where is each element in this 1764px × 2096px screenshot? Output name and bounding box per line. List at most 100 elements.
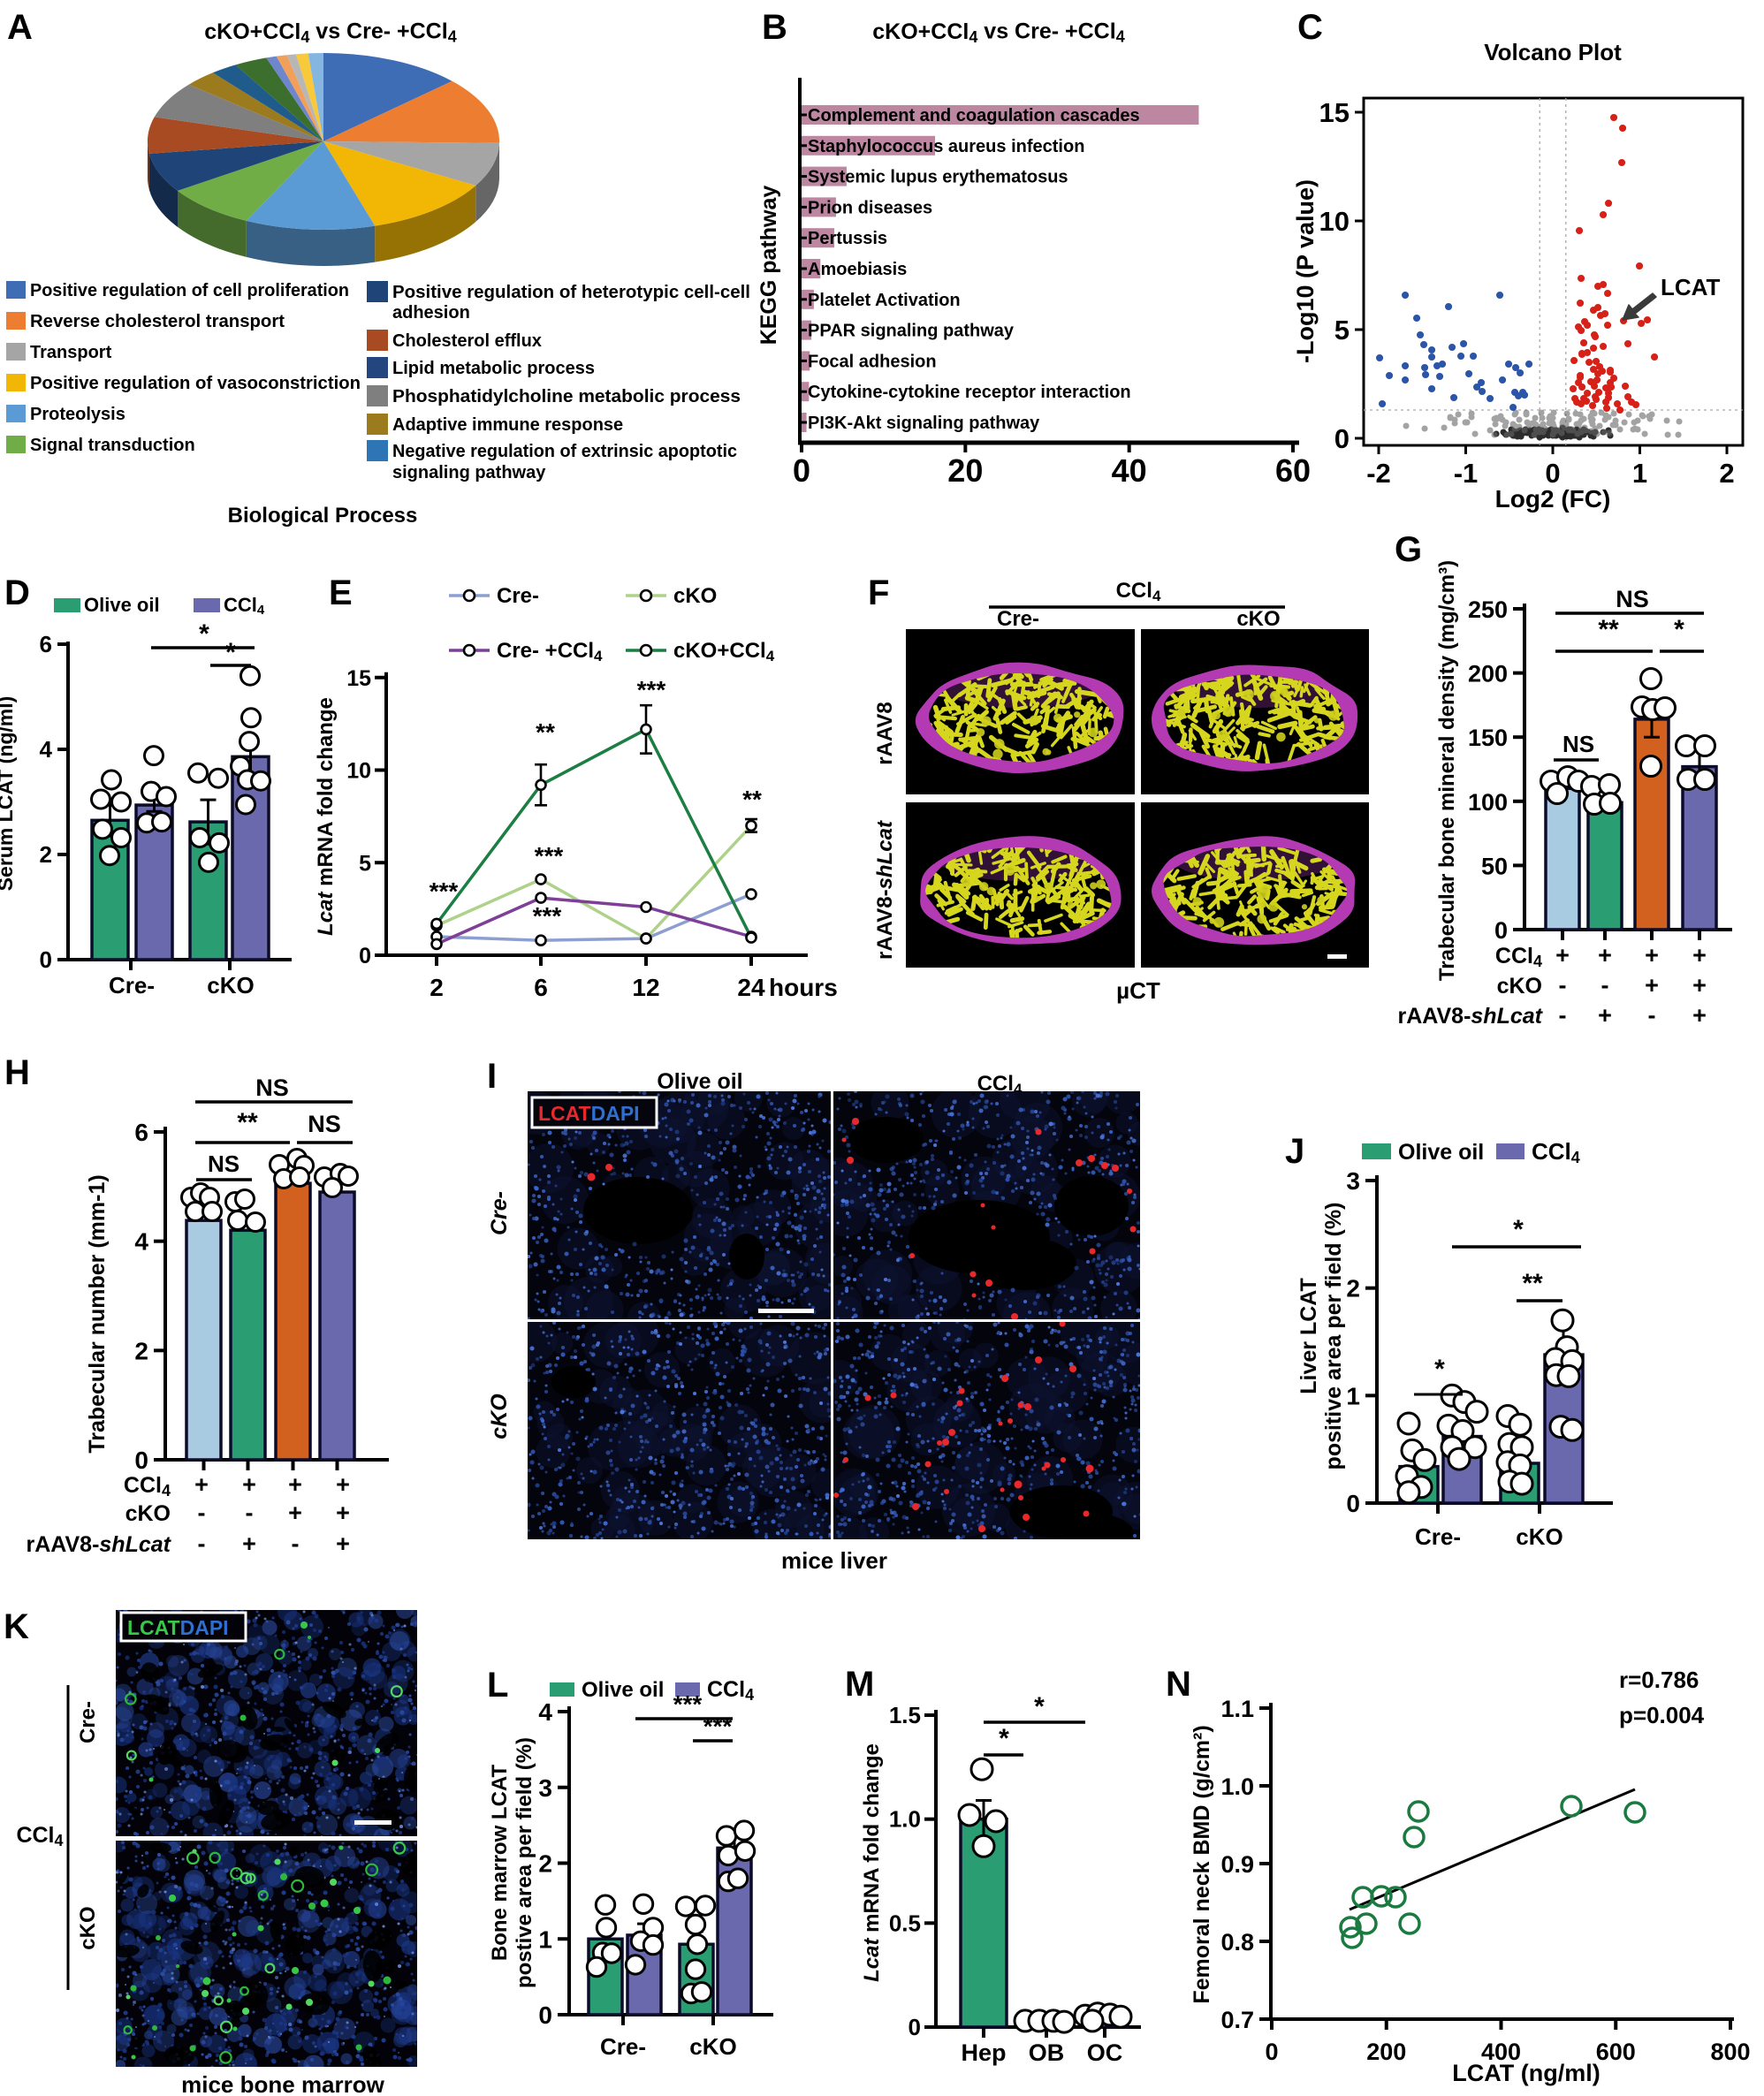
svg-text:Bone marrow LCAT: Bone marrow LCAT <box>488 1765 512 1962</box>
svg-text:2: 2 <box>430 974 444 1001</box>
svg-text:0.5: 0.5 <box>889 1910 921 1936</box>
svg-text:Olive oil: Olive oil <box>582 1678 664 1702</box>
svg-text:-: - <box>198 1530 206 1557</box>
svg-text:250: 250 <box>1468 596 1508 623</box>
svg-text:Biological Process: Biological Process <box>228 504 418 528</box>
svg-text:OC: OC <box>1087 2039 1123 2066</box>
svg-text:0: 0 <box>359 944 371 968</box>
svg-text:-: - <box>246 1500 254 1526</box>
svg-text:Amoebiasis: Amoebiasis <box>808 260 907 279</box>
svg-text:PPAR signaling pathway: PPAR signaling pathway <box>808 322 1015 341</box>
svg-text:+: + <box>1598 942 1612 968</box>
svg-text:Lipid metabolic process: Lipid metabolic process <box>392 359 595 378</box>
svg-text:F: F <box>868 573 889 612</box>
svg-text:rAAV8-shLcat: rAAV8-shLcat <box>1398 1004 1544 1029</box>
svg-text:*: * <box>1513 1215 1524 1244</box>
svg-text:***: *** <box>533 902 562 930</box>
svg-text:B: B <box>762 8 787 47</box>
svg-text:3: 3 <box>538 1774 552 1802</box>
svg-text:Signal transduction: Signal transduction <box>30 436 195 455</box>
svg-text:15: 15 <box>346 666 371 691</box>
svg-text:20: 20 <box>947 452 983 489</box>
svg-text:p=0.004: p=0.004 <box>1619 1702 1705 1728</box>
svg-text:-Log10 (P value): -Log10 (P value) <box>1292 179 1319 363</box>
svg-text:A: A <box>7 8 33 47</box>
svg-text:2: 2 <box>538 1850 552 1878</box>
svg-text:5: 5 <box>1334 315 1350 346</box>
svg-text:Platelet Activation: Platelet Activation <box>808 291 961 310</box>
svg-text:J: J <box>1285 1132 1304 1171</box>
svg-text:*: * <box>1034 1692 1045 1721</box>
svg-text:Cre-: Cre- <box>600 2033 646 2060</box>
svg-text:Positive regulation of vasocon: Positive regulation of vasoconstriction <box>30 374 361 393</box>
svg-text:***: *** <box>703 1712 733 1740</box>
svg-text:cKO: cKO <box>673 584 717 608</box>
svg-text:**: ** <box>1598 615 1619 644</box>
svg-text:Trabecular bone mineral densit: Trabecular bone mineral density (mg/cm³) <box>1435 560 1459 981</box>
svg-text:12: 12 <box>632 974 659 1001</box>
svg-text:rAAV8: rAAV8 <box>873 702 897 765</box>
svg-text:Cre-: Cre- <box>487 1191 512 1235</box>
svg-text:Systemic lupus erythematosus: Systemic lupus erythematosus <box>808 168 1068 187</box>
svg-text:***: *** <box>673 1690 703 1718</box>
svg-text:Phosphatidylcholine metabolic: Phosphatidylcholine metabolic process <box>392 387 741 406</box>
svg-text:1.0: 1.0 <box>889 1806 921 1833</box>
svg-text:-2: -2 <box>1366 458 1391 489</box>
svg-text:**: ** <box>742 786 762 813</box>
svg-text:***: *** <box>535 842 564 870</box>
svg-text:100: 100 <box>1468 789 1508 816</box>
svg-text:Cytokine-cytokine receptor int: Cytokine-cytokine receptor interaction <box>808 383 1131 402</box>
svg-text:Positive regulation of heterot: Positive regulation of heterotypic cell-… <box>392 283 750 302</box>
svg-text:cKO: cKO <box>1497 974 1542 999</box>
svg-text:+: + <box>1692 972 1707 999</box>
svg-text:15: 15 <box>1319 97 1350 128</box>
svg-text:mice bone marrow: mice bone marrow <box>181 2071 385 2096</box>
svg-text:+: + <box>1692 942 1707 968</box>
svg-text:*: * <box>225 638 236 667</box>
svg-text:PI3K-Akt signaling pathway: PI3K-Akt signaling pathway <box>808 414 1040 433</box>
svg-text:LCATDAPI: LCATDAPI <box>127 1616 229 1639</box>
svg-text:Proteolysis: Proteolysis <box>30 405 125 424</box>
svg-text:6: 6 <box>534 974 548 1001</box>
svg-text:+: + <box>288 1500 302 1526</box>
svg-text:Olive oil: Olive oil <box>84 594 160 616</box>
svg-text:Pertussis: Pertussis <box>808 229 887 248</box>
svg-text:Log2 (FC): Log2 (FC) <box>1495 485 1611 513</box>
svg-text:200: 200 <box>1468 661 1508 687</box>
svg-text:-1: -1 <box>1454 458 1479 489</box>
svg-text:NS: NS <box>1563 731 1594 757</box>
svg-text:Serum LCAT (ng/ml): Serum LCAT (ng/ml) <box>0 696 17 892</box>
svg-text:+: + <box>336 1500 350 1526</box>
svg-text:0: 0 <box>1346 1490 1360 1517</box>
svg-text:Prion diseases: Prion diseases <box>808 198 932 217</box>
svg-text:0: 0 <box>538 2001 552 2029</box>
svg-text:Transport: Transport <box>30 343 112 362</box>
svg-text:+: + <box>194 1471 209 1498</box>
svg-text:hours: hours <box>769 974 838 1001</box>
svg-text:***: *** <box>430 877 459 905</box>
svg-text:NS: NS <box>208 1151 240 1177</box>
svg-text:*: * <box>999 1724 1009 1753</box>
svg-text:Cre-: Cre- <box>1415 1523 1461 1550</box>
svg-text:1: 1 <box>1632 458 1647 489</box>
svg-text:+: + <box>336 1471 350 1498</box>
svg-text:Cre-: Cre- <box>497 584 539 608</box>
svg-text:4: 4 <box>134 1228 148 1256</box>
svg-text:0.9: 0.9 <box>1220 1851 1254 1878</box>
svg-text:NS: NS <box>1616 586 1649 612</box>
svg-text:40: 40 <box>1112 452 1147 489</box>
svg-text:Staphylococcus aureus infectio: Staphylococcus aureus infection <box>808 137 1084 156</box>
svg-text:Positive regulation of cell pr: Positive regulation of cell proliferatio… <box>30 281 349 300</box>
svg-text:H: H <box>4 1053 30 1092</box>
svg-text:Cre-: Cre- <box>76 1701 100 1743</box>
svg-text:OB: OB <box>1029 2039 1065 2066</box>
svg-text:-: - <box>292 1530 300 1557</box>
svg-text:1.0: 1.0 <box>1220 1773 1254 1800</box>
svg-text:r=0.786: r=0.786 <box>1619 1667 1699 1693</box>
svg-text:**: ** <box>1522 1269 1543 1298</box>
svg-text:0: 0 <box>1545 458 1560 489</box>
svg-text:adhesion: adhesion <box>392 303 470 323</box>
svg-text:1.5: 1.5 <box>889 1702 921 1728</box>
svg-text:*: * <box>199 619 209 649</box>
svg-text:Femoral neck BMD (g/cm²): Femoral neck BMD (g/cm²) <box>1190 1725 1214 2003</box>
